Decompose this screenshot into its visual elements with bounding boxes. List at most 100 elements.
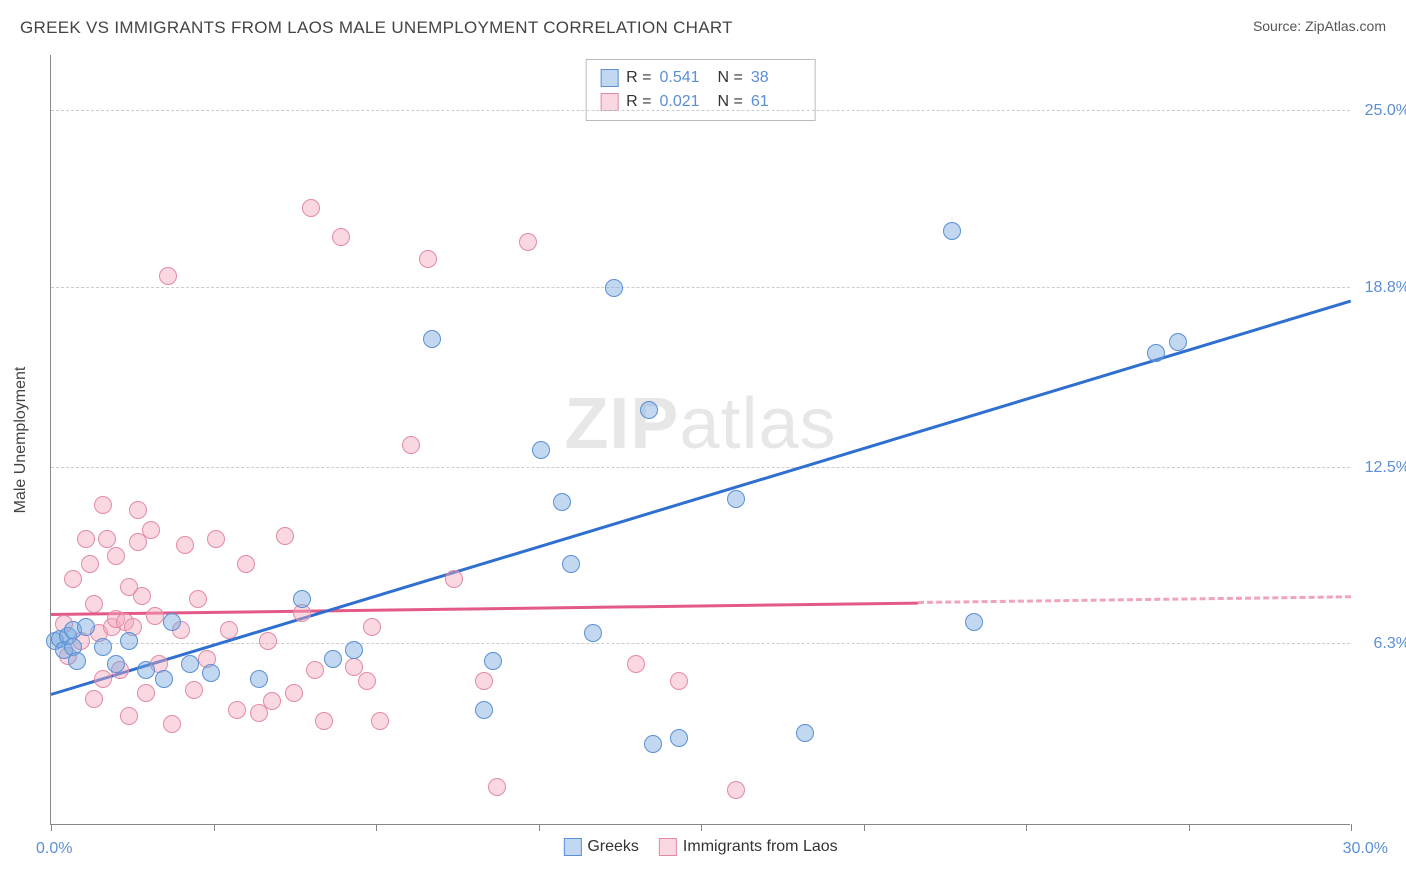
point-laos (419, 250, 437, 268)
point-greek (644, 735, 662, 753)
point-laos (207, 530, 225, 548)
point-greek (77, 618, 95, 636)
point-laos (332, 228, 350, 246)
x-tick (51, 824, 52, 831)
point-laos (159, 267, 177, 285)
legend-series-label: Greeks (587, 838, 639, 856)
point-laos (137, 684, 155, 702)
n-label: N = (718, 66, 743, 90)
x-tick (539, 824, 540, 831)
point-greek (107, 655, 125, 673)
point-laos (107, 547, 125, 565)
point-laos (189, 590, 207, 608)
legend-series: Greeks Immigrants from Laos (563, 838, 837, 856)
legend-swatch (600, 69, 618, 87)
point-laos (363, 618, 381, 636)
point-laos (263, 692, 281, 710)
point-laos (627, 655, 645, 673)
point-laos (146, 607, 164, 625)
point-greek (640, 401, 658, 419)
regression-line (51, 601, 918, 615)
legend-series-item: Immigrants from Laos (659, 838, 838, 856)
point-greek (68, 652, 86, 670)
point-greek (943, 222, 961, 240)
watermark: ZIPatlas (564, 383, 836, 465)
point-greek (163, 613, 181, 631)
x-tick (864, 824, 865, 831)
point-laos (670, 672, 688, 690)
point-greek (965, 613, 983, 631)
point-greek (584, 624, 602, 642)
point-laos (176, 536, 194, 554)
point-laos (85, 690, 103, 708)
regression-line (918, 596, 1351, 605)
x-min-label: 0.0% (36, 840, 72, 858)
point-laos (133, 587, 151, 605)
point-greek (155, 670, 173, 688)
grid-line (51, 467, 1350, 468)
point-laos (94, 670, 112, 688)
r-label: R = (626, 66, 651, 90)
point-greek (532, 441, 550, 459)
x-tick (376, 824, 377, 831)
point-laos (228, 701, 246, 719)
grid-line (51, 110, 1350, 111)
point-laos (302, 199, 320, 217)
point-greek (202, 664, 220, 682)
point-greek (605, 279, 623, 297)
point-laos (259, 632, 277, 650)
point-laos (64, 570, 82, 588)
legend-correlation: R =0.541N =38R =0.021N =61 (585, 59, 816, 121)
point-greek (120, 632, 138, 650)
point-greek (475, 701, 493, 719)
point-laos (163, 715, 181, 733)
legend-swatch (600, 93, 618, 111)
point-greek (727, 490, 745, 508)
r-value: 0.541 (660, 66, 710, 90)
point-greek (293, 590, 311, 608)
point-greek (1147, 344, 1165, 362)
point-laos (306, 661, 324, 679)
plot-area: Male Unemployment ZIPatlas R =0.541N =38… (50, 55, 1350, 825)
point-laos (402, 436, 420, 454)
y-tick-label: 6.3% (1374, 635, 1406, 653)
point-laos (81, 555, 99, 573)
x-tick (214, 824, 215, 831)
point-laos (371, 712, 389, 730)
point-laos (98, 530, 116, 548)
point-greek (484, 652, 502, 670)
point-greek (345, 641, 363, 659)
x-tick (1026, 824, 1027, 831)
point-greek (670, 729, 688, 747)
watermark-bold: ZIP (564, 384, 679, 464)
x-tick (1189, 824, 1190, 831)
point-greek (250, 670, 268, 688)
point-laos (445, 570, 463, 588)
point-greek (423, 330, 441, 348)
point-laos (519, 233, 537, 251)
legend-series-item: Greeks (563, 838, 639, 856)
point-laos (237, 555, 255, 573)
point-laos (129, 501, 147, 519)
n-value: 38 (751, 66, 801, 90)
point-laos (488, 778, 506, 796)
legend-swatch (659, 838, 677, 856)
point-laos (142, 521, 160, 539)
point-greek (181, 655, 199, 673)
legend-series-label: Immigrants from Laos (683, 838, 838, 856)
point-greek (94, 638, 112, 656)
x-tick (701, 824, 702, 831)
legend-correlation-row: R = 0.541 N = 38 (600, 66, 801, 90)
y-tick-label: 12.5% (1365, 459, 1406, 477)
source-label: Source: ZipAtlas.com (1253, 18, 1386, 34)
point-greek (796, 724, 814, 742)
point-laos (85, 595, 103, 613)
grid-line (51, 643, 1350, 644)
point-greek (562, 555, 580, 573)
point-greek (1169, 333, 1187, 351)
point-laos (220, 621, 238, 639)
watermark-light: atlas (679, 384, 836, 464)
x-max-label: 30.0% (1343, 840, 1388, 858)
point-laos (315, 712, 333, 730)
point-laos (358, 672, 376, 690)
